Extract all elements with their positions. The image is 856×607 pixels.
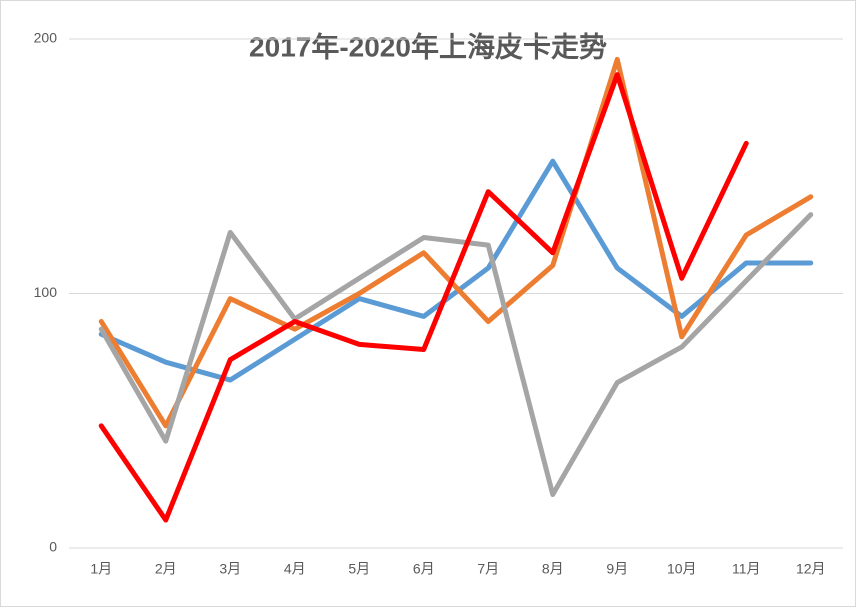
x-tick-label: 11月 — [732, 561, 761, 577]
x-tick-label: 6月 — [413, 561, 435, 577]
x-tick-label: 7月 — [477, 561, 499, 577]
x-tick-label: 10月 — [667, 561, 697, 577]
x-tick-label: 2月 — [155, 561, 177, 577]
x-tick-label: 1月 — [90, 561, 112, 577]
chart-title: 2017年-2020年上海皮卡走势 — [249, 30, 607, 62]
y-tick-label: 100 — [34, 284, 58, 300]
x-tick-label: 8月 — [542, 561, 564, 577]
x-tick-label: 9月 — [606, 561, 628, 577]
series-line — [98, 72, 749, 523]
x-tick-label: 5月 — [348, 561, 370, 577]
x-tick-label: 3月 — [219, 561, 241, 577]
series-line — [98, 56, 814, 429]
y-tick-label: 0 — [49, 539, 57, 555]
series-line — [98, 158, 814, 383]
x-tick-label: 12月 — [796, 561, 826, 577]
x-tick-label: 4月 — [284, 561, 306, 577]
y-tick-label: 200 — [34, 30, 58, 46]
series-line — [98, 212, 814, 498]
